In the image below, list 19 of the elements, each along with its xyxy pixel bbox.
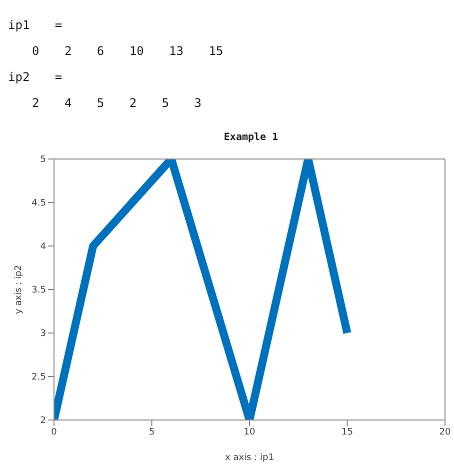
x-tick-label: 0 (51, 427, 58, 438)
y-tick-label: 2.5 (32, 372, 46, 383)
x-tick-label: 5 (148, 427, 155, 438)
y-axis-title: y axis : ip2 (14, 265, 24, 314)
x-tick-label: 20 (439, 427, 451, 438)
chart-title: Example 1 (222, 132, 280, 145)
text: ip1 = (8, 17, 64, 34)
text: ip2 = (8, 69, 64, 86)
x-axis-title: x axis : ip1 (225, 453, 274, 463)
y-tick-label: 3 (40, 329, 46, 340)
y-tick-label: 4 (40, 242, 46, 252)
y-tick-label: 2 (40, 416, 46, 426)
x-tick-label: 15 (342, 427, 353, 438)
y-tick-label: 4.5 (32, 198, 46, 209)
text: 2 4 5 2 5 3 (31, 95, 202, 112)
y-tick-label: 5 (40, 155, 46, 166)
x-tick-label: 10 (244, 427, 256, 438)
text: 0 2 6 10 13 15 (31, 43, 224, 60)
y-tick-label: 3.5 (32, 286, 46, 296)
